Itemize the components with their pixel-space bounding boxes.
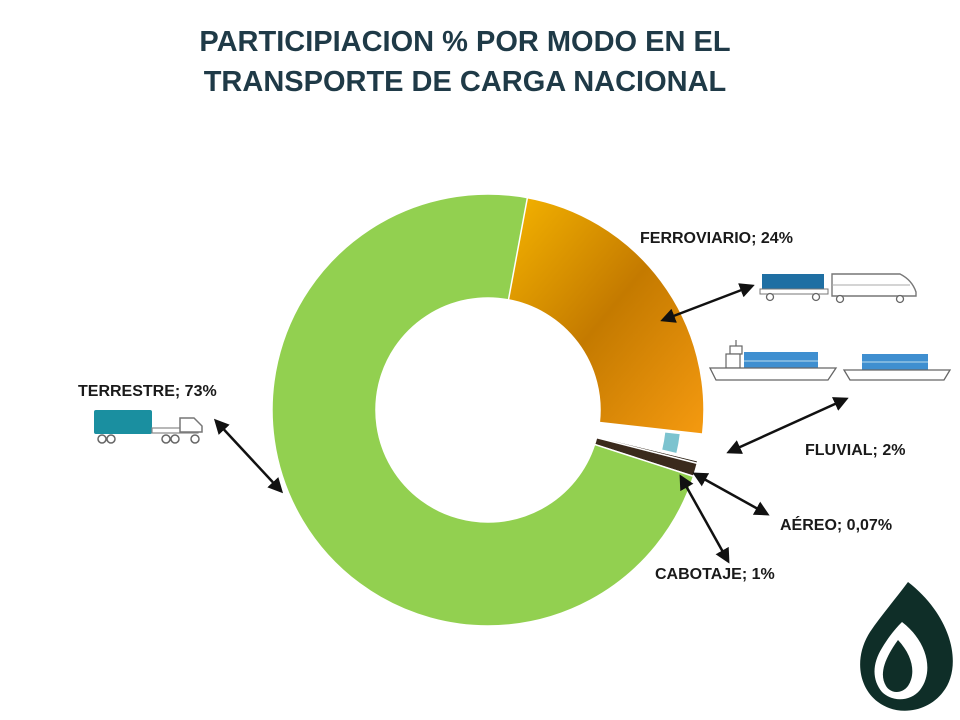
title-line-2: TRANSPORTE DE CARGA NACIONAL — [203, 66, 727, 98]
chart-title: PARTICIPIACION % POR MODO EN EL TRANSPOR… — [0, 22, 930, 102]
label-fluvial: FLUVIAL; 2% — [805, 442, 905, 459]
barge-icon — [708, 340, 952, 381]
label-aereo: AÉREO; 0,07% — [780, 515, 892, 534]
slice-fluvial — [660, 430, 682, 455]
leaf-logo-icon — [860, 582, 953, 711]
arrow-terrestre — [213, 418, 284, 494]
label-ferroviario: FERROVIARIO; 24% — [640, 230, 793, 247]
truck-icon — [94, 410, 203, 444]
leader-arrows — [213, 283, 849, 564]
slice-ferroviario — [506, 196, 705, 435]
arrow-aereo — [692, 472, 770, 516]
label-terrestre: TERRESTRE; 73% — [78, 383, 217, 400]
arrow-cabotaje — [679, 474, 730, 564]
arrow-fluvial — [726, 397, 849, 454]
title-line-1: PARTICIPIACION % POR MODO EN EL — [199, 26, 731, 58]
train-icon — [759, 273, 917, 304]
slice-terrestre — [271, 193, 695, 627]
label-cabotaje: CABOTAJE; 1% — [655, 566, 775, 583]
donut-slices — [271, 193, 705, 627]
arrow-ferroviario — [660, 283, 755, 323]
